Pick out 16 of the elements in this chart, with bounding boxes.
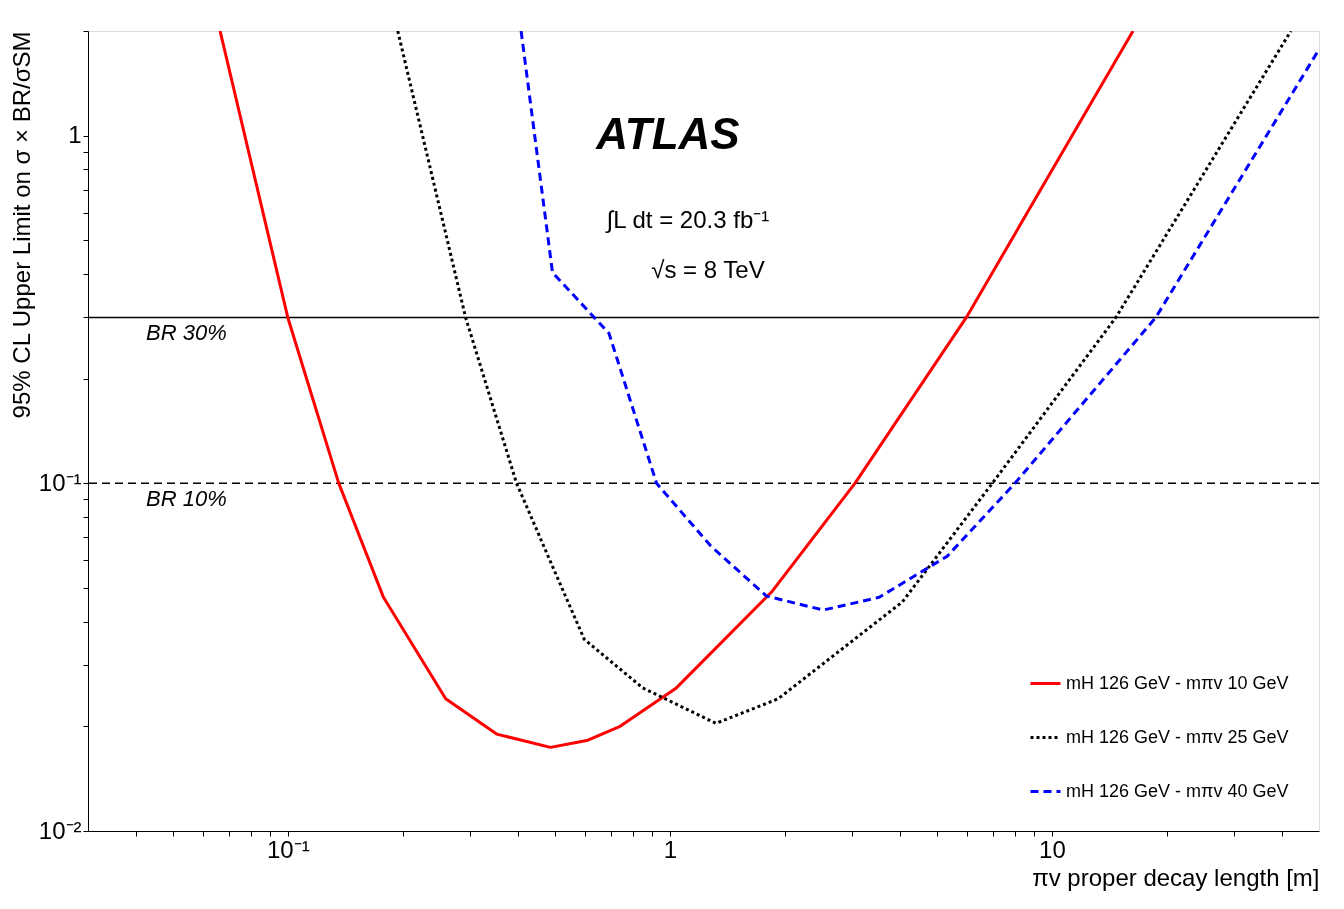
x-axis-title: πv proper decay length [m] (1032, 863, 1320, 891)
ref-line-label: BR 30% (146, 320, 227, 346)
x-tick-label: 10 (1039, 835, 1066, 863)
x-tick-label: 1 (663, 835, 678, 863)
annotation: √s = 8 TeV (651, 256, 765, 283)
y-tick-label: 1 (68, 121, 82, 149)
legend-label: mH 126 GeV - mπv 40 GeV (1066, 780, 1289, 801)
x-tick-label: 10⁻¹ (266, 835, 310, 863)
y-tick-label: 10⁻¹ (38, 468, 82, 496)
y-axis-title: 95% CL Upper Limit on σ × BR/σSM (7, 31, 35, 419)
annotation: ATLAS (595, 109, 740, 158)
y-tick-label: 10⁻² (38, 816, 82, 844)
legend-label: mH 126 GeV - mπv 25 GeV (1066, 726, 1289, 747)
ref-line-label: BR 10% (146, 486, 227, 512)
legend-label: mH 126 GeV - mπv 10 GeV (1066, 672, 1289, 693)
annotation: ∫L dt = 20.3 fb⁻¹ (604, 206, 770, 234)
